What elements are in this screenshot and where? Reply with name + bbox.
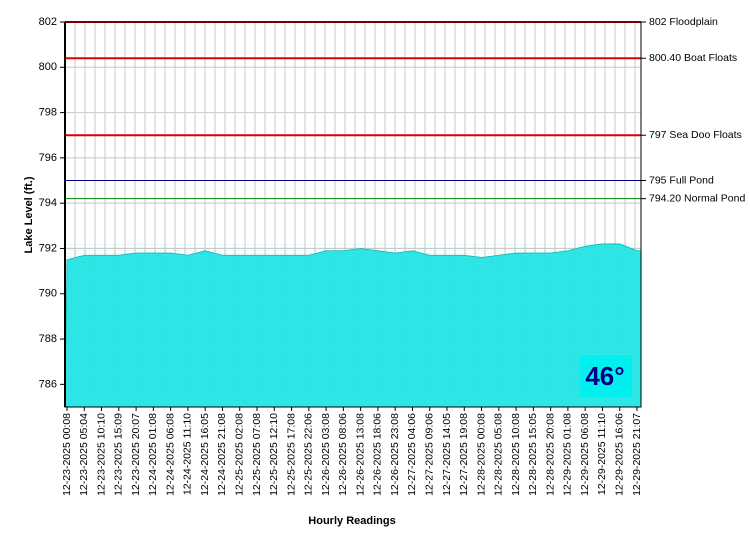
x-tick-label: 12-27-2025 09:06 (424, 413, 436, 496)
x-tick-label: 12-23-2025 20:07 (130, 413, 142, 496)
x-tick-label: 12-23-2025 10:10 (95, 413, 107, 496)
x-tick-label: 12-24-2025 16:05 (199, 413, 211, 496)
x-tick-label: 12-23-2025 05:04 (78, 413, 90, 496)
x-tick-label: 12-25-2025 12:10 (268, 413, 280, 496)
y-tick-label: 794 (39, 197, 57, 209)
x-tick-label: 12-23-2025 00:08 (61, 413, 73, 496)
x-tick-label: 12-28-2025 20:08 (544, 413, 556, 496)
x-tick-label: 12-28-2025 05:08 (493, 413, 505, 496)
x-tick-label: 12-26-2025 23:08 (389, 413, 401, 496)
x-tick-label: 12-27-2025 19:08 (458, 413, 470, 496)
y-tick-label: 796 (39, 152, 57, 164)
x-tick-label: 12-25-2025 22:06 (303, 413, 315, 496)
x-axis-label: Hourly Readings (308, 515, 395, 527)
x-tick-label: 12-27-2025 14:05 (441, 413, 453, 496)
x-tick-label: 12-24-2025 21:08 (216, 413, 228, 496)
y-axis-label: Lake Level (ft.) (23, 176, 35, 253)
reference-label: 797 Sea Doo Floats (649, 129, 742, 141)
temperature-box (580, 355, 632, 397)
reference-label: 795 Full Pond (649, 174, 714, 186)
x-tick-label: 12-25-2025 02:08 (234, 413, 246, 496)
x-tick-label: 12-28-2025 00:08 (475, 413, 487, 496)
x-tick-label: 12-29-2025 11:10 (596, 413, 608, 495)
x-tick-label: 12-28-2025 10:08 (510, 413, 522, 496)
x-tick-label: 12-27-2025 04:06 (406, 413, 418, 496)
x-tick-label: 12-29-2025 16:06 (614, 413, 626, 496)
reference-label: 800.40 Boat Floats (649, 52, 737, 64)
x-tick-label: 12-25-2025 17:08 (285, 413, 297, 496)
x-tick-label: 12-25-2025 07:08 (251, 413, 263, 496)
y-tick-label: 798 (39, 106, 57, 118)
x-tick-label: 12-24-2025 01:08 (147, 413, 159, 496)
x-tick-label: 12-26-2025 03:08 (320, 413, 332, 496)
x-tick-label: 12-23-2025 15:09 (113, 413, 125, 496)
x-tick-label: 12-29-2025 01:08 (562, 413, 574, 496)
y-tick-label: 790 (39, 288, 57, 300)
x-tick-label: 12-28-2025 15:05 (527, 413, 539, 496)
temperature: 46° (585, 361, 624, 391)
y-tick-label: 792 (39, 242, 57, 254)
x-tick-label: 12-26-2025 13:08 (354, 413, 366, 496)
x-tick-label: 12-24-2025 06:08 (164, 413, 176, 496)
y-tick-label: 802 (39, 16, 57, 28)
x-tick-label: 12-26-2025 08:06 (337, 413, 349, 496)
y-tick-label: 786 (39, 378, 57, 390)
y-tick-label: 800 (39, 61, 57, 73)
x-tick-label: 12-29-2025 21:07 (631, 413, 643, 496)
reference-label: 802 Floodplain (649, 16, 718, 28)
y-tick-label: 788 (39, 333, 57, 345)
x-tick-label: 12-26-2025 18:06 (372, 413, 384, 496)
reference-label: 794.20 Normal Pond (649, 192, 745, 204)
x-tick-label: 12-29-2025 06:08 (579, 413, 591, 496)
x-tick-label: 12-24-2025 11:10 (182, 413, 194, 495)
